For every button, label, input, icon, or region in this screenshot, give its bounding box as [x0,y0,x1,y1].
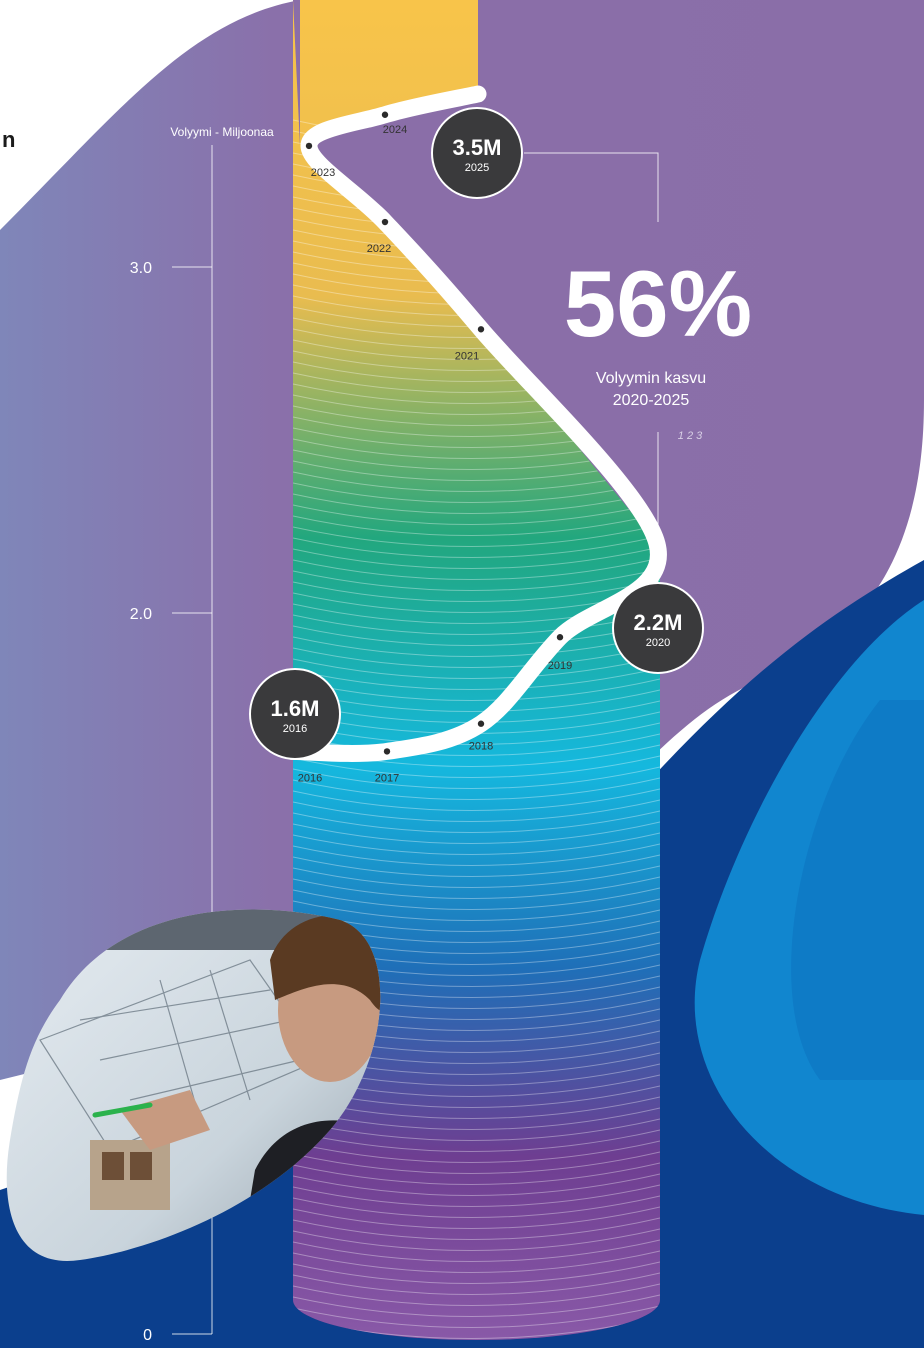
callout-circle [431,107,523,199]
callout-2020: 2.2M 2020 [612,582,704,674]
callout-year: 2025 [465,162,489,174]
year-label-2023: 2023 [311,167,335,179]
cylinder-contour [293,865,660,888]
mid-blue-band [791,700,924,1080]
callout-value: 2.2M [634,610,683,635]
cylinder-contour [293,678,660,701]
cylinder-contour [293,1305,660,1328]
cylinder-contour [293,755,660,778]
cylinder-contour [293,1206,660,1229]
heading-fragment: n [2,127,15,152]
cylinder-contour [293,634,660,657]
year-label-2019: 2019 [548,660,572,672]
cylinder-contour [293,502,660,525]
cylinder-contour [293,722,660,745]
cylinder-contour [293,1250,660,1273]
cylinder-contour [293,832,660,855]
year-label-2018: 2018 [469,741,493,753]
callout-circle [612,582,704,674]
y-tick-label: 2.0 [130,606,152,623]
cylinder-contour [293,1239,660,1262]
point-2019 [556,634,564,641]
cylinder-contour [293,1195,660,1218]
cylinder-contour [293,843,660,866]
year-label-2024: 2024 [383,124,407,136]
cylinder-contour [293,524,660,547]
cylinder-contour [293,1272,660,1295]
cylinder-contour [293,1118,660,1141]
growth-footnote: 1 2 3 [678,430,703,442]
point-2024 [381,111,389,118]
y-axis-title: Volyymi - Miljoonaa [170,125,274,139]
volume-cylinder [293,0,660,1340]
cylinder-contour [293,854,660,877]
cylinder-contour [293,480,660,503]
cylinder-contour [293,645,660,668]
cylinder-contour [293,788,660,811]
callout-year: 2020 [646,637,670,649]
cylinder-contour [293,777,660,800]
cylinder-mask-above-line [309,0,660,544]
cylinder-contour [293,799,660,822]
cylinder-contour [293,1173,660,1196]
year-label-2017: 2017 [375,772,399,784]
growth-percent: 56% [564,251,752,356]
cylinder-contour [293,1184,660,1207]
cylinder-contour [293,1217,660,1240]
cylinder-contour [293,766,660,789]
year-labels: 2016 2017 2018 2019 2021 2022 2023 2024 [298,124,572,785]
y-tick-label: 0 [143,1327,152,1344]
cylinder-contour [293,656,660,679]
cylinder-contour [293,579,660,602]
cylinder-contour [293,1107,660,1130]
cylinder-contour [293,1228,660,1251]
y-tick-label: 3.0 [130,260,152,277]
callout-circle [249,668,341,760]
year-label-2022: 2022 [367,243,391,255]
cylinder-contour [293,876,660,899]
point-2018 [477,720,485,727]
cylinder-contour [293,612,660,635]
cylinder-contour [293,623,660,646]
cylinder-contour [293,821,660,844]
callout-2025: 3.5M 2025 [431,107,523,199]
cylinder-contour [293,568,660,591]
growth-label-line1: Volyymin kasvu [596,370,706,387]
growth-label-line2: 2020-2025 [613,392,690,409]
cylinder-contour [293,689,660,712]
point-2022 [381,218,389,226]
cylinder-contour [293,1151,660,1174]
cylinder-contour [293,1283,660,1306]
cylinder-contour [293,546,660,569]
cylinder-contour [293,1140,660,1163]
cylinder-contour [293,1261,660,1284]
cylinder-contour [293,810,660,833]
point-2017 [383,748,391,755]
cylinder-contour [293,887,660,910]
cylinder-contour [293,667,660,690]
volume-line [283,85,667,762]
cylinder-contour [293,535,660,558]
cylinder-contour [293,557,660,580]
callout-2016: 1.6M 2016 [249,668,341,760]
cylinder-contour [293,1162,660,1185]
y-axis-ticks: 0 2.0 3.0 [130,260,212,1344]
cylinder-contour [293,1294,660,1317]
cylinder-contour [293,513,660,536]
cylinder-contour [293,898,660,921]
value-callouts: 1.6M 2016 2.2M 2020 3.5M 2025 [249,107,704,760]
callout-year: 2016 [283,723,307,735]
callout-value: 1.6M [271,696,320,721]
cylinder-contour [293,491,660,514]
cylinder-contour [293,1129,660,1152]
point-2023 [305,142,313,150]
point-2021 [477,326,485,333]
year-label-2021: 2021 [455,350,479,362]
callout-value: 3.5M [453,135,502,160]
year-label-2016: 2016 [298,772,322,784]
cylinder-mask-left [293,0,300,146]
